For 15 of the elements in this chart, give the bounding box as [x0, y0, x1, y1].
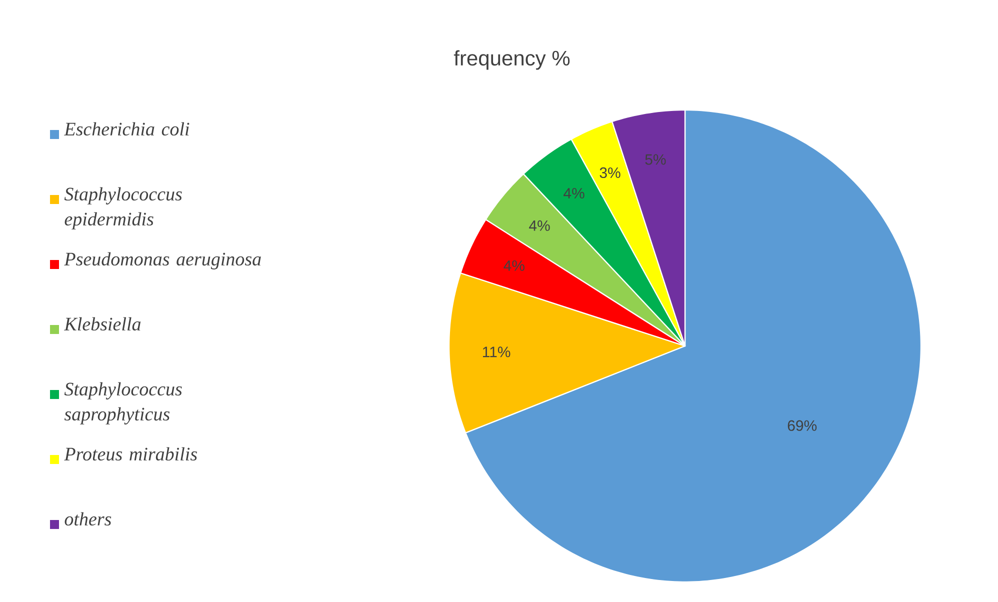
data-label: 4% — [564, 188, 584, 198]
data-label: 4% — [504, 260, 524, 271]
chart-title: frequency % — [454, 50, 570, 70]
data-label: 5% — [645, 154, 666, 165]
data-label: 3% — [600, 167, 620, 178]
legend-label: Staphylococcus epidermidis — [64, 187, 182, 230]
data-label: 69% — [788, 420, 817, 431]
data-label: 11% — [482, 346, 510, 358]
legend-label: Pseudomonas aeruginosa — [64, 252, 261, 270]
legend-label: Escherichia coli — [64, 122, 190, 136]
legend-label: Proteus mirabilis — [64, 447, 197, 461]
legend-label: Staphylococcus saprophyticus — [64, 382, 182, 424]
legend-label: Klebsiella — [64, 317, 141, 331]
legend-label: others — [64, 512, 112, 526]
data-label: 4% — [529, 220, 550, 231]
